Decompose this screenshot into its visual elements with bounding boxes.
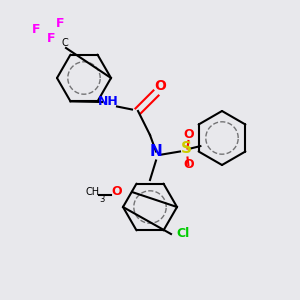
Text: 3: 3 <box>99 196 105 205</box>
Text: Cl: Cl <box>176 227 190 240</box>
Text: O: O <box>184 128 194 141</box>
Text: O: O <box>112 185 122 198</box>
Text: F: F <box>32 23 40 36</box>
Text: F: F <box>56 17 64 30</box>
Text: N: N <box>150 144 162 159</box>
Text: NH: NH <box>98 95 118 108</box>
Text: O: O <box>184 158 194 171</box>
Text: S: S <box>181 141 191 156</box>
Text: C: C <box>61 38 68 49</box>
Text: O: O <box>154 79 166 93</box>
Text: CH: CH <box>86 187 100 197</box>
Text: F: F <box>47 32 55 45</box>
